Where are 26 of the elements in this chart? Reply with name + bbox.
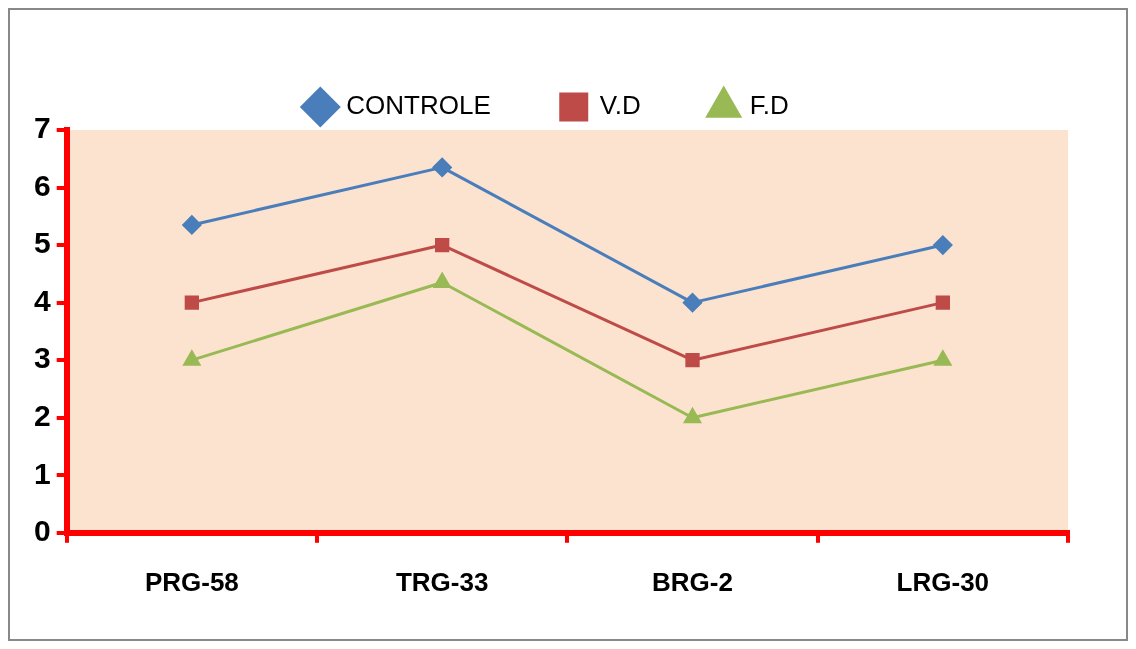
point (934, 350, 952, 366)
legend-label: F.D (749, 90, 789, 121)
point (935, 295, 950, 310)
point (684, 408, 701, 424)
point (182, 215, 202, 235)
x-tick-label: PRG-58 (144, 566, 239, 597)
legend-label: V.D (599, 90, 641, 121)
point (432, 157, 452, 177)
point (435, 237, 450, 253)
y-tick-label: 0 (34, 514, 51, 548)
legend-label: CONTROLE (346, 90, 491, 121)
point (685, 353, 700, 368)
x-tick-label: LRG-30 (896, 566, 990, 597)
point (683, 293, 703, 313)
point (933, 235, 953, 255)
y-tick-label: 6 (34, 168, 51, 202)
y-tick-label: 2 (34, 398, 51, 432)
y-tick-label: 1 (34, 456, 51, 490)
y-tick-label: 3 (34, 341, 51, 375)
x-tick-label: BRG-2 (652, 566, 733, 597)
point (184, 295, 200, 310)
y-tick-label: 7 (34, 111, 51, 145)
y-tick-label: 4 (34, 283, 51, 317)
x-tick-label: TRG-33 (395, 566, 489, 597)
point (183, 350, 201, 366)
y-tick-label: 5 (34, 226, 51, 260)
